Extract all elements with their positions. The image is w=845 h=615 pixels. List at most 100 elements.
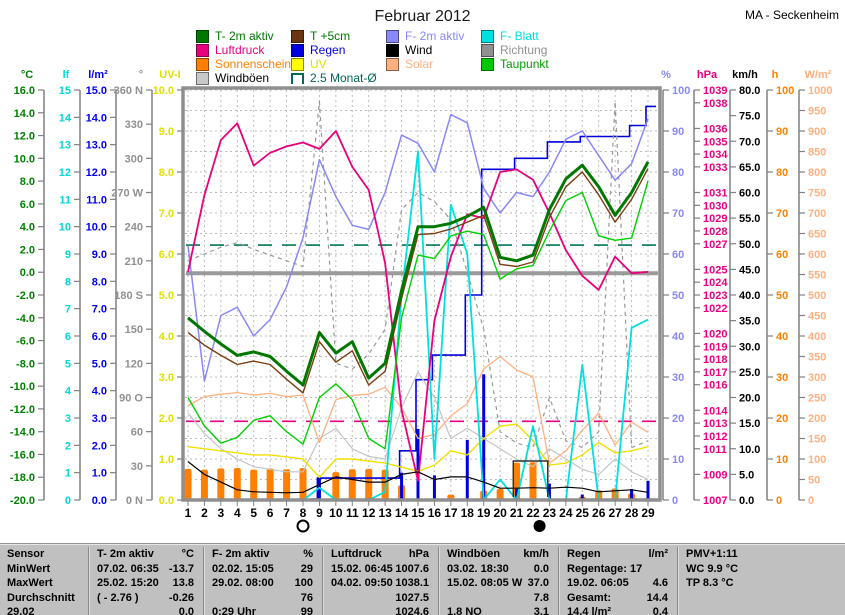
table-cell-value: 1024.6 <box>395 606 429 615</box>
table-cell: Luftdruck hPa <box>322 547 438 562</box>
series-taupunkt <box>187 180 649 450</box>
axis-tick-label-hpa: 1018 <box>703 354 727 366</box>
table-cell-text: 14.4 l/m² <box>567 606 612 615</box>
axis-tick-label-wm2: 650 <box>808 229 826 241</box>
legend-item: Taupunkt <box>481 57 549 71</box>
axis-tick-label-hpa: 1025 <box>703 264 727 276</box>
legend-item: T- 2m aktiv <box>196 29 274 43</box>
table-cell-text: Regentage: 17 <box>567 562 643 575</box>
table-cell-value: 14.4 <box>646 591 668 604</box>
legend-item: 2.5 Monat-Ø <box>291 71 377 85</box>
x-axis-day-label: 10 <box>329 506 343 520</box>
axis-tick-label-uv: 10.0 <box>153 85 174 97</box>
regen-bar <box>317 478 321 500</box>
axis-tick-label-wm2: 750 <box>808 188 826 200</box>
table-cell-value: 100 <box>294 577 313 590</box>
legend-item: Regen <box>291 43 345 57</box>
axis-tick-label-h: 90 <box>776 126 788 138</box>
legend-swatch-icon <box>196 57 209 71</box>
regen-bar <box>646 480 650 500</box>
table-row: MaxWert 25.02. 15:20 13.8 29.02. 08:00 100 04… <box>0 576 845 591</box>
table-cell-value: -13.7 <box>168 562 194 575</box>
axis-tick-label-kmh: 65.0 <box>739 162 760 174</box>
table-cell <box>677 590 845 606</box>
legend-swatch-icon <box>481 29 494 43</box>
regen-bar <box>547 483 551 500</box>
axis-tick-label-deg: 240 <box>125 222 143 234</box>
axis-tick-label-h: 50 <box>776 290 788 302</box>
table-cell: 03.02. 18:30 0.0 <box>438 561 558 577</box>
series-luftdruck <box>187 122 649 482</box>
table-cell-text: 04.02. 09:50 <box>331 577 393 590</box>
sonnenschein-bar <box>233 468 241 500</box>
axis-tick-label-wm2: 100 <box>808 454 826 466</box>
axis-tick-label-kmh: 20.0 <box>739 393 760 405</box>
table-cell: T- 2m aktiv °C <box>88 547 203 562</box>
sonnenschein-bar <box>283 469 291 500</box>
axis-tick-label-wm2: 350 <box>808 352 826 364</box>
axis-tick-label-lm2: 8.0 <box>92 276 107 288</box>
axis-tick-label-deg: 120 <box>125 358 143 370</box>
axis-tick-label-hpa: 1029 <box>703 213 727 225</box>
table-cell: 15.02. 06:45 1007.6 <box>322 561 438 577</box>
table-cell: 1027.5 <box>322 590 438 606</box>
axis-tick-label-pct: 90 <box>672 126 684 138</box>
axis-unit-label: h <box>772 69 779 81</box>
series-regen-summe <box>311 105 656 500</box>
table-cell: 25.02. 15:20 13.8 <box>88 576 203 591</box>
axis-tick-label-hpa: 1009 <box>703 469 727 481</box>
sonnenschein-bar <box>200 469 208 500</box>
axis-tick-label-celsius: -16.0 <box>10 449 35 461</box>
plot-frame <box>181 86 662 502</box>
axis-tick-label-kmh: 80.0 <box>739 85 760 97</box>
axis-tick-label-hpa: 1031 <box>703 188 727 200</box>
axis-tick-label-pct: 70 <box>672 208 684 220</box>
legend-swatch-icon <box>386 29 399 43</box>
axis-tick-label-deg: 210 <box>125 256 143 268</box>
axis-tick-label-uv: 7.0 <box>159 208 174 220</box>
axis-tick-label-wm2: 250 <box>808 393 826 405</box>
axis-tick-label-lf: 9 <box>65 249 71 261</box>
axis-tick-label-celsius: 16.0 <box>14 85 35 97</box>
table-cell: Regentage: 17 <box>558 561 677 577</box>
x-axis-day-label: 26 <box>592 506 606 520</box>
axis-tick-label-lm2: 11.0 <box>86 194 107 206</box>
table-cell-value: 37.0 <box>527 577 549 590</box>
axis-tick-label-h: 60 <box>776 249 788 261</box>
table-cell-value: 0.0 <box>178 606 194 615</box>
axis-tick-label-hpa: 1024 <box>703 277 728 289</box>
sonnenschein-bar <box>348 469 356 500</box>
axis-tick-label-lm2: 1.0 <box>92 468 107 480</box>
table-row-label-text: MaxWert <box>7 577 53 590</box>
axis-tick-label-lf: 1 <box>65 468 71 480</box>
moon-full-icon <box>533 520 546 532</box>
table-cell: Regen l/m² <box>558 547 677 562</box>
axis-tick-label-celsius: -14.0 <box>10 427 35 439</box>
table-cell: 07.02. 06:35 -13.7 <box>88 561 203 577</box>
x-axis-day-label: 3 <box>218 506 225 520</box>
table-row: 29.02 0.0 0:29 Uhr 99 1024.6 1.8 NO 3.1 14.4 l/… <box>0 605 845 615</box>
axis-tick-label-lf: 0 <box>65 495 71 507</box>
table-row-label: MinWert <box>0 562 88 577</box>
legend-item: UV <box>291 57 327 71</box>
axis-tick-label-uv: 4.0 <box>159 331 174 343</box>
legend-item: F- 2m aktiv <box>386 29 464 43</box>
table-cell-value: °C <box>181 548 194 560</box>
regen-bar <box>432 475 436 500</box>
axis-tick-label-wm2: 1000 <box>808 85 832 97</box>
legend-item: Windböen <box>196 71 269 85</box>
axis-tick-label-hpa: 1030 <box>703 200 727 212</box>
sonnenschein-bar <box>496 488 504 500</box>
legend-item: Luftdruck <box>196 43 264 57</box>
table-cell-text: PMV+1:11 <box>686 548 738 560</box>
table-cell: 0.0 <box>88 605 203 615</box>
axis-tick-label-kmh: 35.0 <box>739 316 760 328</box>
axis-tick-label-hpa: 1039 <box>703 85 727 97</box>
axis-tick-label-kmh: 25.0 <box>739 367 760 379</box>
axis-tick-label-hpa: 1014 <box>703 405 728 417</box>
axis-tick-label-hpa: 1023 <box>703 290 727 302</box>
table-row: MinWert 07.02. 06:35 -13.7 02.02. 15:05 29 15… <box>0 561 845 577</box>
axis-tick-label-celsius: -8.0 <box>16 358 35 370</box>
table-cell-value: km/h <box>523 548 549 560</box>
